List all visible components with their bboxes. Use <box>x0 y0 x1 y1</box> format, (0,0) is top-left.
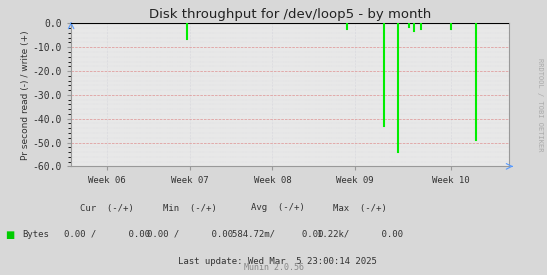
Text: 0.00 /      0.00: 0.00 / 0.00 <box>147 230 232 239</box>
Text: Week 08: Week 08 <box>254 176 291 185</box>
Y-axis label: Pr second read (-) / write (+): Pr second read (-) / write (+) <box>21 30 30 160</box>
Text: Munin 2.0.56: Munin 2.0.56 <box>243 263 304 272</box>
Title: Disk throughput for /dev/loop5 - by month: Disk throughput for /dev/loop5 - by mont… <box>149 8 431 21</box>
Text: Week 07: Week 07 <box>171 176 208 185</box>
Text: Min  (-/+): Min (-/+) <box>163 204 217 213</box>
Text: RRDTOOL / TOBI OETIKER: RRDTOOL / TOBI OETIKER <box>537 58 543 151</box>
Text: Cur  (-/+): Cur (-/+) <box>80 204 134 213</box>
Text: ■: ■ <box>5 230 15 240</box>
Text: Week 10: Week 10 <box>432 176 470 185</box>
Text: 584.72m/     0.00: 584.72m/ 0.00 <box>232 230 324 239</box>
Text: Week 09: Week 09 <box>336 176 374 185</box>
Text: Week 06: Week 06 <box>88 176 126 185</box>
Text: Last update: Wed Mar  5 23:00:14 2025: Last update: Wed Mar 5 23:00:14 2025 <box>178 257 377 266</box>
Text: Avg  (-/+): Avg (-/+) <box>251 204 305 213</box>
Text: Bytes: Bytes <box>22 230 49 239</box>
Text: 1.22k/      0.00: 1.22k/ 0.00 <box>317 230 403 239</box>
Text: Max  (-/+): Max (-/+) <box>333 204 387 213</box>
Text: 0.00 /      0.00: 0.00 / 0.00 <box>64 230 150 239</box>
